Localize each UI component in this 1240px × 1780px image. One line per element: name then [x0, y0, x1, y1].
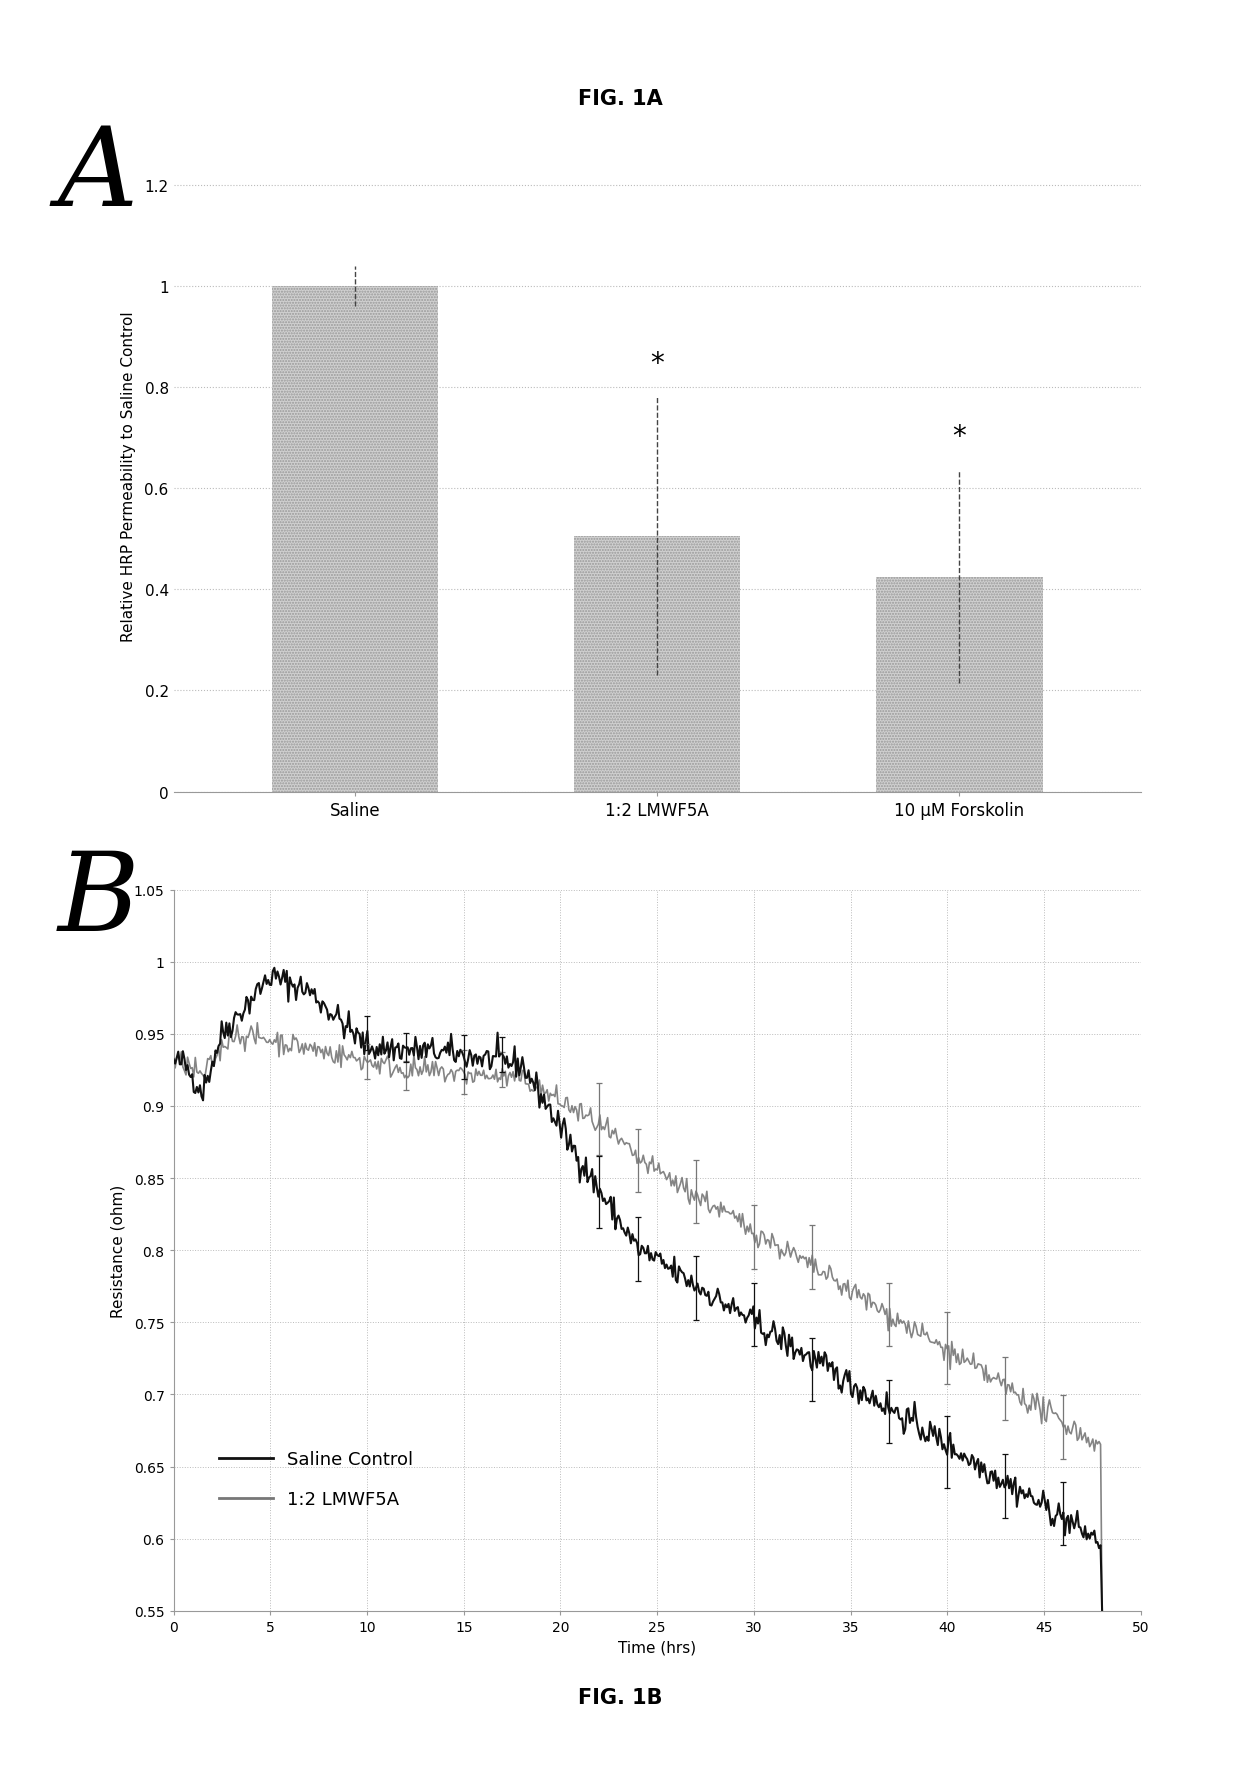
Text: FIG. 1A: FIG. 1A: [578, 89, 662, 109]
Text: A: A: [57, 123, 138, 230]
Text: FIG. 1B: FIG. 1B: [578, 1687, 662, 1707]
Bar: [574, 538, 740, 792]
Bar: [877, 577, 1043, 792]
Legend: Saline Control, 1:2 LMWF5A: Saline Control, 1:2 LMWF5A: [212, 1444, 420, 1515]
Y-axis label: Relative HRP Permeability to Saline Control: Relative HRP Permeability to Saline Cont…: [122, 312, 136, 641]
Bar: [877, 577, 1043, 792]
Bar: [272, 287, 438, 792]
Text: *: *: [952, 424, 966, 450]
X-axis label: Time (hrs): Time (hrs): [618, 1639, 697, 1654]
Y-axis label: Resistance (ohm): Resistance (ohm): [110, 1184, 125, 1317]
Text: B: B: [57, 847, 139, 954]
Text: *: *: [650, 349, 665, 377]
Bar: [574, 538, 740, 792]
Bar: [272, 287, 438, 792]
